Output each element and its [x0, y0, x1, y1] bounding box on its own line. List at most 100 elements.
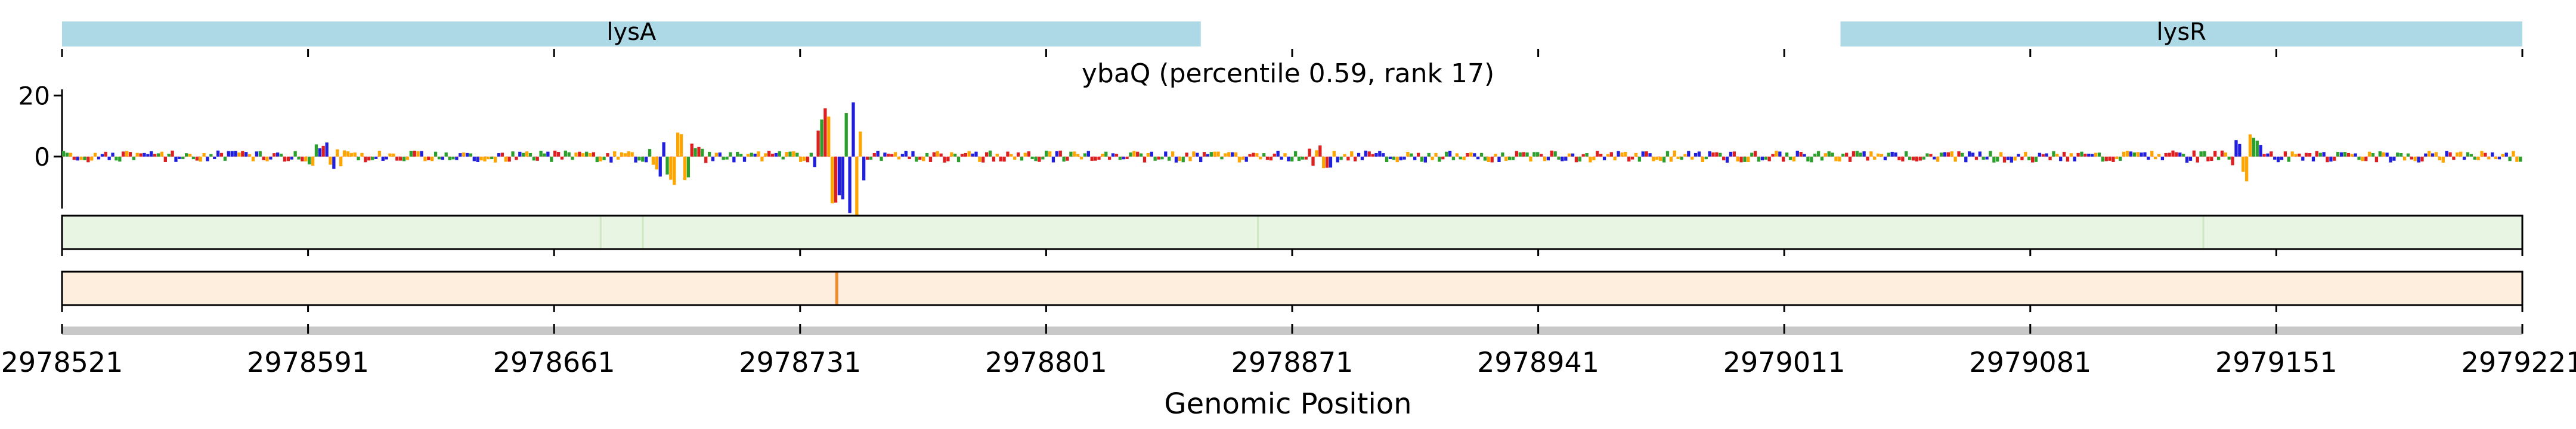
logo-letter [308, 156, 311, 164]
logo-letter [1332, 151, 1336, 157]
logo-letter [816, 130, 820, 157]
logo-letter [1589, 156, 1592, 163]
logo-letter [500, 153, 504, 157]
logo-letter [630, 152, 634, 157]
logo-letter [244, 152, 248, 157]
logo-letter [1869, 151, 1873, 157]
logo-letter [490, 156, 494, 160]
logo-letter [518, 151, 522, 157]
logo-letter [146, 154, 150, 157]
logo-letter [770, 153, 775, 157]
logo-letter [1322, 156, 1326, 169]
logo-letter [967, 151, 971, 157]
logo-letter [841, 156, 844, 200]
logo-letter [1722, 156, 1726, 161]
logo-letter [1578, 156, 1581, 162]
logo-letter [2441, 156, 2445, 163]
logo-letter [788, 151, 792, 157]
logo-letter [757, 151, 760, 157]
logo-letter [132, 156, 136, 160]
logo-letter [2248, 134, 2252, 157]
logo-letter [1876, 153, 1880, 157]
logo-letter [1392, 156, 1396, 160]
logo-letter [2497, 156, 2501, 160]
logo-letter [1933, 156, 1936, 160]
logo-letter [1596, 151, 1599, 157]
logo-letter [427, 156, 431, 160]
logo-letter [2494, 156, 2498, 160]
logo-letter [2378, 151, 2382, 157]
logo-letter [409, 151, 413, 157]
logo-letter [645, 156, 648, 163]
logo-letter [279, 153, 283, 157]
logo-letter [641, 156, 645, 162]
logo-letter [1522, 152, 1525, 157]
logo-letter [2027, 156, 2031, 161]
x-tick-label: 2978941 [1477, 346, 1599, 378]
logo-letter [1220, 156, 1224, 160]
logo-letter [321, 145, 325, 157]
logo-letter [1483, 156, 1487, 161]
logo-letter [774, 153, 778, 157]
logo-letter [1153, 156, 1157, 161]
x-axis: 2978521 2978591 2978661 2978731 2978801 29788… [1, 324, 2576, 378]
logo-letter [2045, 153, 2048, 157]
logo-letter [876, 151, 880, 157]
logo-letter [683, 156, 687, 181]
logo-letter [2396, 153, 2399, 157]
logo-letter [1174, 156, 1178, 163]
logo-letter [1760, 156, 1764, 161]
logo-letter [283, 156, 287, 162]
logo-letter [714, 153, 719, 157]
logo-letter [1673, 150, 1676, 157]
logo-letter [1058, 150, 1062, 157]
logo-letter [932, 152, 936, 157]
logo-letter [1536, 152, 1540, 157]
logo-letter [1034, 156, 1038, 161]
logo-letter [181, 156, 185, 160]
logo-letter [1234, 152, 1238, 157]
logo-letter [943, 156, 946, 163]
logo-letter [613, 151, 617, 157]
logo-letter [1385, 156, 1389, 163]
logo-letter [918, 156, 922, 160]
logo-letter [1788, 156, 1792, 160]
logo-letter [795, 153, 799, 157]
logo-letter [1905, 151, 1908, 157]
logo-letter [1507, 156, 1512, 160]
logo-letter [69, 153, 73, 157]
logo-letter [1810, 156, 1813, 163]
logo-letter [1473, 153, 1476, 157]
logo-letter [1086, 151, 1090, 157]
logo-letter [2466, 152, 2470, 157]
logo-letter [2298, 153, 2301, 157]
logo-letter [2318, 153, 2322, 157]
logo-letter [83, 156, 86, 160]
logo-letter [1602, 156, 1606, 161]
logo-letter [1715, 152, 1719, 157]
logo-letter [1066, 156, 1069, 161]
heatmap-track1-mark [642, 216, 644, 249]
logo-letter [434, 151, 438, 157]
logo-letter [342, 150, 346, 157]
logo-letter [2147, 156, 2150, 160]
logo-letter [1027, 151, 1030, 157]
logo-letter [1490, 156, 1494, 163]
logo-letter [1617, 151, 1620, 157]
logo-letter [546, 151, 550, 157]
logo-letter [493, 156, 497, 163]
logo-letter [1325, 156, 1329, 168]
logo-letter [1469, 152, 1473, 157]
logo-letter [1873, 156, 1877, 160]
logo-letter [883, 153, 887, 157]
logo-letter [2104, 156, 2108, 161]
logo-letter [2491, 152, 2494, 157]
logo-letter [827, 116, 831, 157]
logo-letter [2143, 152, 2147, 157]
logo-letter [2241, 156, 2245, 172]
logo-letter [550, 156, 553, 162]
logo-letter [2413, 156, 2417, 161]
logo-letter [729, 152, 732, 157]
logo-letter [487, 156, 490, 160]
logo-letter [2213, 151, 2217, 157]
